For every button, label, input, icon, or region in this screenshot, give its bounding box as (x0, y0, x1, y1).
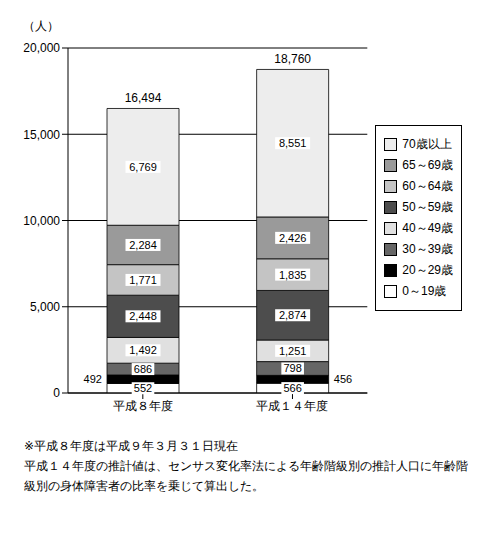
html-text:平成１４年度の推計値は、センサス変化率法による年齢階級別の推: 平成１４年度の推計値は、センサス変化率法による年齢階級別の推計人口に年齢階級別の… (24, 459, 468, 493)
svg-text:18,760: 18,760 (274, 52, 311, 66)
html-text:70歳以上: 70歳以上 (402, 137, 452, 151)
svg-text:10,000: 10,000 (23, 214, 60, 228)
html-text:20～29歳: 20～29歳 (402, 263, 453, 277)
html-text:0～19歳: 0～19歳 (402, 284, 447, 298)
svg-text:平成８年度: 平成８年度 (113, 399, 173, 413)
svg-text:20,000: 20,000 (23, 41, 60, 55)
svg-text:1,251: 1,251 (279, 345, 307, 357)
svg-text:0: 0 (53, 386, 60, 400)
html-text:65～69歳: 65～69歳 (402, 158, 453, 172)
svg-text:平成１４年度: 平成１４年度 (256, 399, 328, 413)
html-text:60～64歳: 60～64歳 (402, 179, 453, 193)
svg-text:552: 552 (134, 382, 152, 394)
svg-text:2,874: 2,874 (279, 309, 307, 321)
svg-text:798: 798 (283, 362, 301, 374)
svg-text:15,000: 15,000 (23, 128, 60, 142)
html-text:※平成８年度は平成９年３月３１日現在: ※平成８年度は平成９年３月３１日現在 (24, 439, 239, 453)
svg-text:2,426: 2,426 (279, 232, 307, 244)
svg-text:6,769: 6,769 (129, 161, 157, 173)
svg-text:8,551: 8,551 (279, 137, 307, 149)
svg-text:686: 686 (134, 363, 152, 375)
html-text:40～49歳: 40～49歳 (402, 221, 453, 235)
svg-text:16,494: 16,494 (125, 91, 162, 105)
svg-text:456: 456 (334, 373, 352, 385)
svg-text:2,284: 2,284 (129, 239, 157, 251)
html-text:30～39歳: 30～39歳 (402, 242, 453, 256)
svg-text:1,771: 1,771 (129, 274, 157, 286)
svg-text:566: 566 (283, 382, 301, 394)
svg-text:（人）: （人） (23, 19, 59, 33)
svg-text:492: 492 (84, 373, 102, 385)
svg-text:2,448: 2,448 (129, 310, 157, 322)
svg-text:5,000: 5,000 (30, 300, 60, 314)
html-text:50～59歳: 50～59歳 (402, 200, 453, 214)
svg-text:1,835: 1,835 (279, 269, 307, 281)
svg-text:1,492: 1,492 (129, 344, 157, 356)
